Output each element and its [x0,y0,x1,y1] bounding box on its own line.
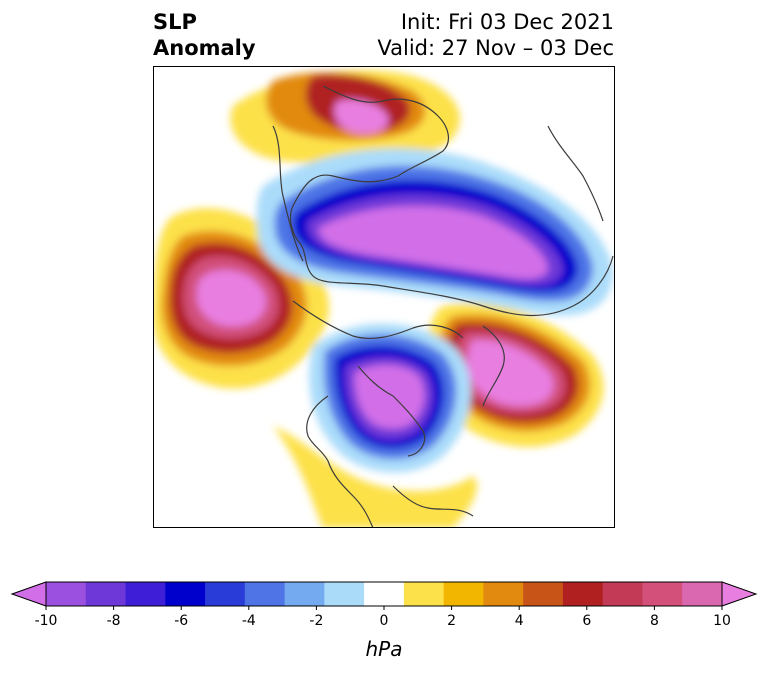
colorbar-tick-label: -2 [309,613,323,629]
colorbar-tick-label: 0 [380,613,389,629]
colorbar-swatch [364,582,405,606]
colorbar-swatch [562,582,604,606]
colorbar-swatch [324,582,365,606]
colorbar-tick-label: -6 [174,613,188,629]
colorbar-tick-label: -4 [242,613,256,629]
colorbar-swatches [10,581,758,607]
colorbar-swatch [523,582,564,606]
colorbar-swatch [165,582,206,606]
colorbar-unit: hPa [366,637,403,661]
colorbar-swatch [284,582,325,606]
colorbar-swatch [443,582,484,606]
colorbar-swatch [85,582,127,606]
coastlines [272,85,614,528]
colorbar-tick-label: 6 [582,613,591,629]
colorbar-tick-label: 10 [713,613,731,629]
colorbar-tick-label: 8 [650,613,659,629]
valid-date: Valid: 27 Nov – 03 Dec [377,36,614,60]
map-title: SLP Anomaly [153,9,256,61]
siberia-low-anomaly [256,148,613,316]
slp-anomaly-map [153,66,615,528]
colorbar-ticks: -10 -8 -6 -4 -2 0 2 4 6 8 10 [35,606,731,629]
colorbar-tick-label: 4 [515,613,524,629]
colorbar-swatch [682,582,723,606]
colorbar-swatch [483,582,524,606]
colorbar-tick-label: 2 [447,613,456,629]
colorbar-swatch [602,582,643,606]
colorbar-swatch [205,582,246,606]
colorbar-tick-label: -8 [107,613,121,629]
init-date: Init: Fri 03 Dec 2021 [400,10,614,34]
colorbar: -10 -8 -6 -4 -2 0 2 4 6 8 10 hPa [10,581,758,661]
colorbar-swatch [125,582,166,606]
map-dates: Init: Fri 03 Dec 2021 Valid: 27 Nov – 03… [377,9,614,61]
south-positive-band [273,426,477,528]
title-variable-line2: Anomaly [153,36,256,60]
colorbar-swatch [46,582,87,606]
scandinavia-high-anomaly [230,70,460,164]
colorbar-swatch [642,582,683,606]
atlantic-high-anomaly [427,303,604,447]
colorbar-extend-max [721,581,758,607]
colorbar-swatch [244,582,286,606]
colorbar-swatch [403,582,445,606]
colorbar-extend-min [10,581,47,607]
title-variable: SLP [153,10,197,34]
colorbar-tick-label: -10 [35,613,58,629]
